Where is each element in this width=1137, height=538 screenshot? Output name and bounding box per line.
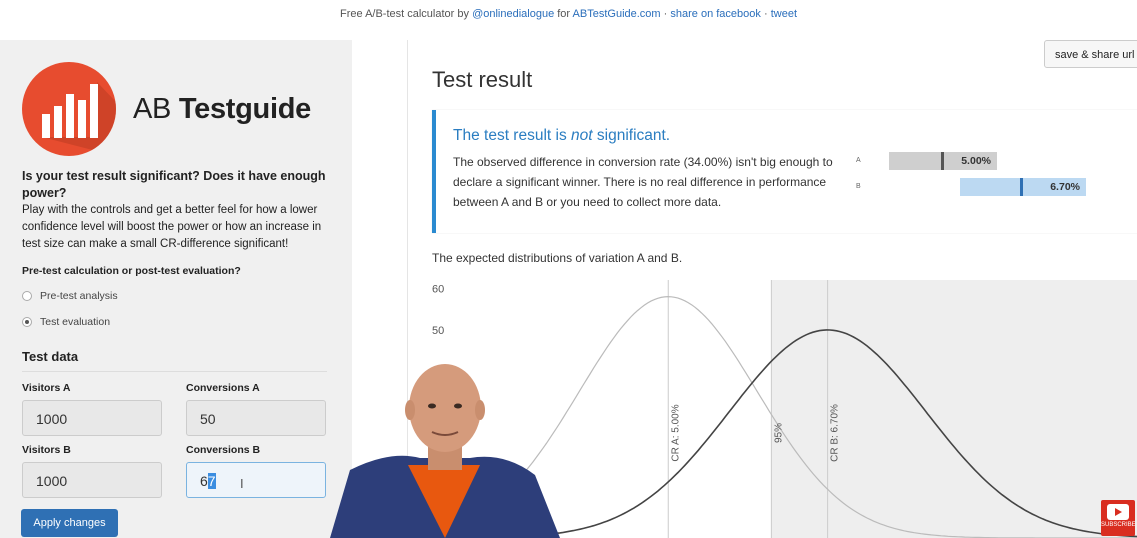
conversions-a-input[interactable]: 50: [186, 400, 326, 436]
sidebar: AB Testguide Is your test result signifi…: [0, 40, 352, 538]
bar-a-marker: [941, 152, 944, 170]
variant-b-label: B: [856, 183, 861, 190]
site-link[interactable]: ABTestGuide.com: [572, 8, 661, 20]
bar-a-value: 5.00%: [961, 155, 991, 167]
subscribe-badge[interactable]: SUBSCRIBE: [1101, 500, 1136, 536]
conversions-b-input[interactable]: 67: [186, 462, 326, 498]
distribution-chart: 60 50 CR A: 5.00% 95% CR B: 6.70%: [432, 280, 1137, 538]
result-heading: The test result is not significant.: [453, 127, 671, 144]
mode-title: Pre-test calculation or post-test evalua…: [22, 265, 241, 277]
facebook-share-link[interactable]: share on facebook: [670, 8, 761, 20]
bar-b: 6.70%: [960, 178, 1086, 196]
top-credit-bar: Free A/B-test calculator by @onlinedialo…: [0, 0, 1137, 30]
result-box: The test result is not significant. The …: [432, 110, 1137, 233]
radio-button-icon[interactable]: [22, 291, 32, 301]
result-explanation: The observed difference in conversion ra…: [453, 155, 833, 209]
visitors-b-label: Visitors B: [22, 444, 71, 456]
question-heading: Is your test result significant? Does it…: [22, 169, 326, 200]
logo-text: AB Testguide: [133, 93, 311, 125]
selected-text: 7: [207, 473, 216, 489]
radio-button-selected-icon[interactable]: [22, 317, 32, 327]
page-title: Test result: [432, 67, 533, 92]
separator: ·: [763, 8, 768, 20]
text-cursor-icon: I: [240, 476, 244, 491]
panel-divider: [407, 40, 408, 538]
marker-label: CR A: 5.00%: [670, 404, 681, 461]
separator: ·: [663, 8, 668, 20]
visitors-a-label: Visitors A: [22, 382, 71, 394]
divider: [22, 371, 327, 372]
radio-pre-test[interactable]: Pre-test analysis: [22, 290, 118, 302]
y-tick-label: 50: [432, 325, 444, 337]
distribution-title: The expected distributions of variation …: [432, 251, 683, 265]
save-share-url-button[interactable]: save & share url: [1044, 40, 1137, 68]
main-panel: save & share url Test result The test re…: [352, 40, 1137, 538]
webcam-presenter: [330, 364, 560, 538]
y-tick-label: 60: [432, 283, 444, 295]
play-icon: [1107, 504, 1129, 520]
author-link[interactable]: @onlinedialogue: [472, 8, 555, 20]
intro-text: Play with the controls and get a better …: [22, 204, 322, 250]
ab-testguide-logo-icon: [22, 62, 116, 156]
visitors-b-input[interactable]: 1000: [22, 462, 162, 498]
credit-prefix: Free A/B-test calculator by: [340, 8, 469, 20]
radio-test-evaluation[interactable]: Test evaluation: [22, 316, 110, 328]
visitors-a-input[interactable]: 1000: [22, 400, 162, 436]
conversions-b-label: Conversions B: [186, 444, 261, 456]
tweet-link[interactable]: tweet: [770, 8, 797, 20]
test-data-heading: Test data: [22, 349, 79, 364]
variant-a-label: A: [856, 157, 861, 164]
apply-changes-button[interactable]: Apply changes: [21, 509, 118, 537]
bar-a: 5.00%: [889, 152, 997, 170]
bar-b-value: 6.70%: [1050, 181, 1080, 193]
marker-label: CR B: 6.70%: [830, 404, 841, 462]
conversions-a-label: Conversions A: [186, 382, 260, 394]
bar-b-marker: [1020, 178, 1023, 196]
credit-for: for: [557, 8, 571, 20]
critical-region: [771, 280, 1137, 538]
marker-label: 95%: [773, 423, 784, 443]
distribution-curve-b: [462, 329, 1137, 538]
